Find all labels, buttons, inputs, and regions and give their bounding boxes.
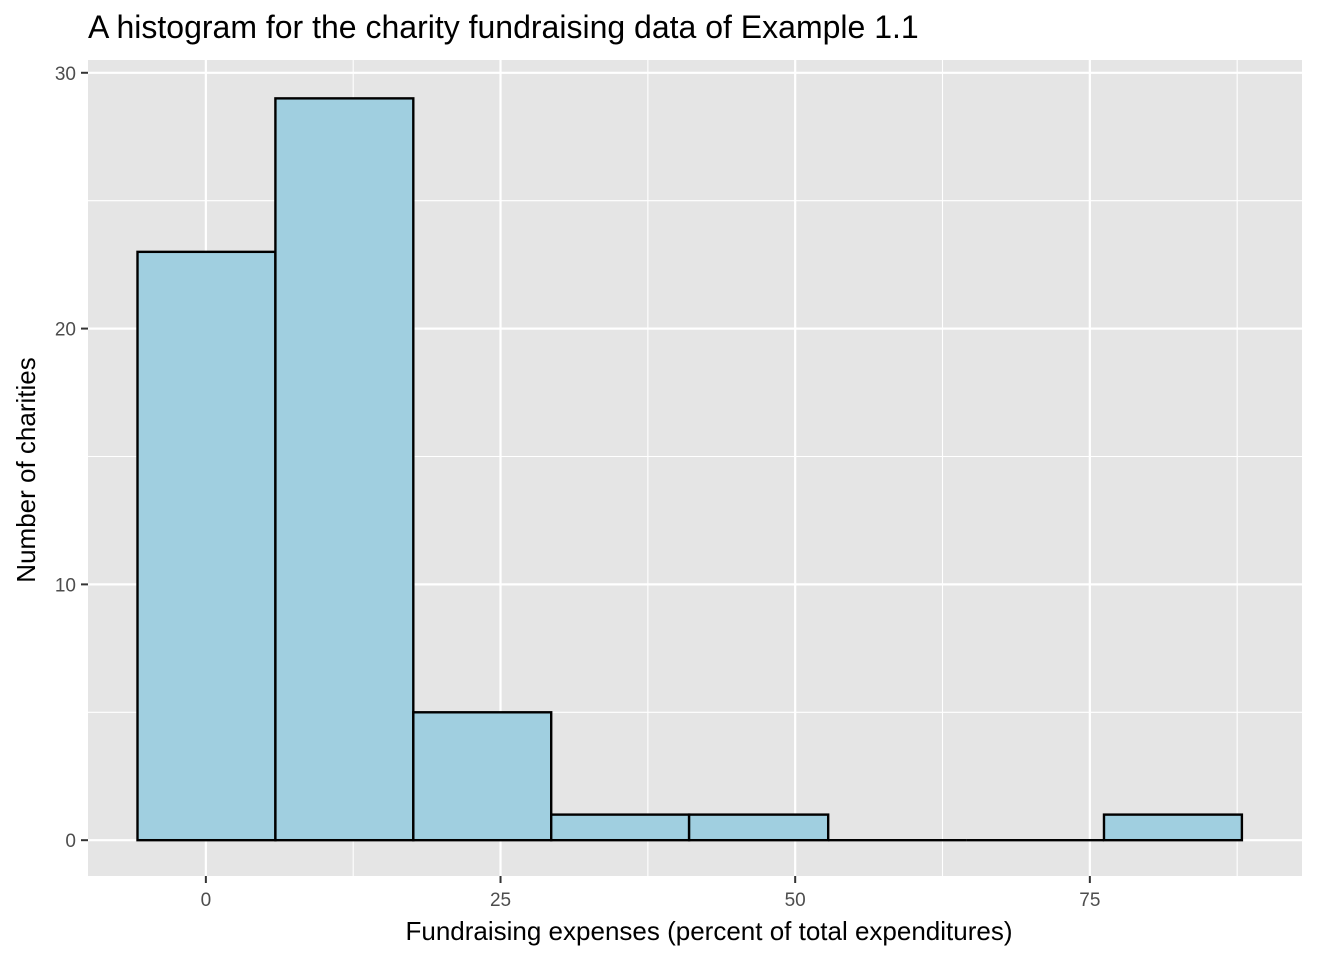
x-tick-label: 25 xyxy=(490,890,511,911)
x-tick-label: 75 xyxy=(1079,890,1100,911)
histogram-bars xyxy=(136,97,1244,842)
y-tick-label: 20 xyxy=(55,320,76,341)
x-axis-title: Fundraising expenses (percent of total e… xyxy=(405,916,1012,946)
histogram-bar xyxy=(136,250,277,842)
x-tick-label: 0 xyxy=(201,890,212,911)
x-axis: 0 25 50 75 xyxy=(201,876,1100,911)
histogram-bar xyxy=(1102,813,1244,842)
y-tick-label: 0 xyxy=(65,831,76,852)
x-tick-label: 50 xyxy=(785,890,806,911)
y-axis-title: Number of charities xyxy=(11,357,41,582)
histogram-bar xyxy=(550,813,691,842)
chart-title: A histogram for the charity fundraising … xyxy=(88,9,919,45)
histogram-bar xyxy=(412,711,553,842)
histogram-bar xyxy=(274,97,415,842)
y-axis: 0 10 20 30 xyxy=(55,64,88,852)
histogram-bar xyxy=(687,813,830,842)
y-tick-label: 30 xyxy=(55,64,76,85)
y-tick-label: 10 xyxy=(55,575,76,596)
